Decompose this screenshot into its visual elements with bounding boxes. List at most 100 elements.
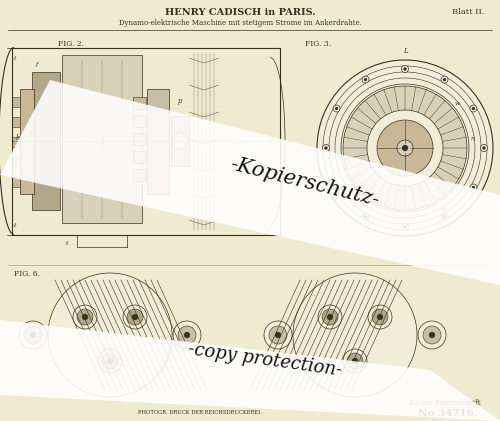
Circle shape <box>470 184 477 191</box>
Circle shape <box>443 78 446 81</box>
Text: w: w <box>454 101 460 106</box>
Circle shape <box>333 105 340 112</box>
Circle shape <box>441 76 448 83</box>
Circle shape <box>377 314 383 320</box>
Bar <box>62 55 142 223</box>
Text: t: t <box>66 240 68 245</box>
Text: PHOTOGR. DRUCK DER REICHSDRUCKEREI.: PHOTOGR. DRUCK DER REICHSDRUCKEREI. <box>138 410 262 415</box>
Text: -Kopierschutz-: -Kopierschutz- <box>228 154 382 210</box>
Bar <box>133 115 146 127</box>
Circle shape <box>482 147 486 149</box>
Text: HENRY CADISCH in PARIS.: HENRY CADISCH in PARIS. <box>164 8 316 16</box>
Circle shape <box>404 226 406 229</box>
Bar <box>12 117 20 127</box>
Bar <box>12 177 20 187</box>
Circle shape <box>324 147 328 149</box>
Text: FIG. 6.: FIG. 6. <box>14 270 40 278</box>
Text: FIG. 2.: FIG. 2. <box>58 40 84 48</box>
Bar <box>133 169 146 181</box>
Circle shape <box>178 326 196 344</box>
Circle shape <box>172 133 188 149</box>
Circle shape <box>367 110 443 186</box>
Circle shape <box>429 332 435 338</box>
Text: p: p <box>178 97 182 105</box>
Circle shape <box>269 326 287 344</box>
Text: j: j <box>101 137 103 145</box>
Circle shape <box>402 145 408 151</box>
Circle shape <box>362 213 369 220</box>
Circle shape <box>318 305 342 329</box>
Bar <box>12 97 20 107</box>
Circle shape <box>184 332 190 338</box>
Circle shape <box>107 358 113 364</box>
Circle shape <box>73 305 97 329</box>
Bar <box>133 133 146 145</box>
Circle shape <box>347 353 363 369</box>
Text: Dynamo-elektrische Maschine mit stetigem Strome im Ankerdrahte.: Dynamo-elektrische Maschine mit stetigem… <box>118 19 362 27</box>
Circle shape <box>123 305 147 329</box>
Circle shape <box>333 184 340 191</box>
Text: Blatt II.: Blatt II. <box>452 8 484 16</box>
Circle shape <box>364 78 367 81</box>
Text: h: h <box>16 134 20 142</box>
Bar <box>20 89 34 194</box>
Circle shape <box>24 326 42 344</box>
Text: f: f <box>36 61 38 67</box>
Circle shape <box>372 309 388 325</box>
Polygon shape <box>0 320 500 421</box>
Circle shape <box>322 309 338 325</box>
Circle shape <box>335 107 338 110</box>
Bar <box>133 97 146 109</box>
Circle shape <box>48 273 172 397</box>
Circle shape <box>77 309 93 325</box>
Text: No 34716.: No 34716. <box>418 408 478 418</box>
Circle shape <box>173 321 201 349</box>
Circle shape <box>98 349 122 373</box>
Polygon shape <box>0 80 500 285</box>
Bar <box>12 157 20 167</box>
Circle shape <box>343 349 367 373</box>
Bar <box>133 151 146 163</box>
Circle shape <box>402 66 408 72</box>
Circle shape <box>30 332 36 338</box>
Text: FIG. 3.: FIG. 3. <box>305 40 331 48</box>
Circle shape <box>423 326 441 344</box>
Circle shape <box>472 186 475 189</box>
Circle shape <box>127 309 143 325</box>
Circle shape <box>327 314 333 320</box>
Circle shape <box>470 105 477 112</box>
Circle shape <box>397 140 413 156</box>
Text: Zu der Patentschrift: Zu der Patentschrift <box>409 399 481 407</box>
Circle shape <box>19 321 47 349</box>
Circle shape <box>132 314 138 320</box>
Bar <box>12 137 20 147</box>
Bar <box>147 89 169 194</box>
Circle shape <box>317 60 493 236</box>
Text: z: z <box>442 205 444 210</box>
Circle shape <box>418 321 446 349</box>
Circle shape <box>343 86 467 210</box>
Circle shape <box>275 332 281 338</box>
Circle shape <box>443 215 446 218</box>
Bar <box>32 72 60 210</box>
Circle shape <box>335 186 338 189</box>
Text: L: L <box>402 47 407 55</box>
Circle shape <box>322 144 330 152</box>
Circle shape <box>441 213 448 220</box>
Circle shape <box>352 358 358 364</box>
Circle shape <box>368 305 392 329</box>
Circle shape <box>264 321 292 349</box>
Circle shape <box>293 273 417 397</box>
Circle shape <box>377 120 433 176</box>
Circle shape <box>480 144 488 152</box>
Text: n: n <box>471 136 475 141</box>
Text: t: t <box>14 223 16 227</box>
Text: t: t <box>14 56 16 61</box>
Circle shape <box>404 67 406 70</box>
Circle shape <box>362 76 369 83</box>
Circle shape <box>472 107 475 110</box>
Text: -copy protection-: -copy protection- <box>187 340 343 380</box>
Circle shape <box>82 314 88 320</box>
Bar <box>171 116 189 166</box>
Circle shape <box>364 215 367 218</box>
